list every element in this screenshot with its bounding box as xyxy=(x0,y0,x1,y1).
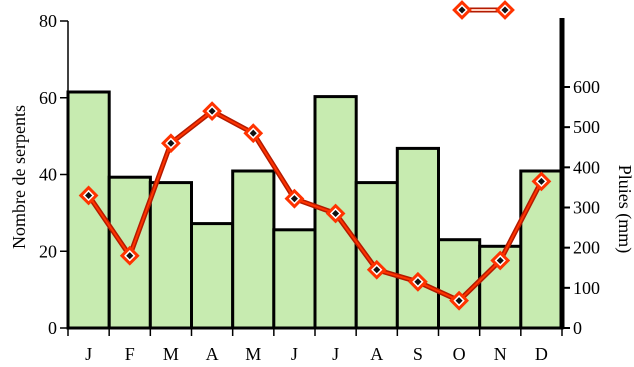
legend-marker-0 xyxy=(452,0,472,20)
rainfall-point-5 xyxy=(284,188,305,209)
rainfall-point-7 xyxy=(366,259,387,280)
y-right-tick-label-3: 300 xyxy=(573,198,600,218)
x-tick-label-4: M xyxy=(245,344,261,364)
x-tick-label-6: J xyxy=(332,344,339,364)
bar-0 xyxy=(66,90,111,330)
legend-marker-1 xyxy=(495,0,515,20)
y-right-tick-label-2: 200 xyxy=(573,238,600,258)
x-tick-label-0: J xyxy=(85,344,92,364)
y-axis-right-title: Pluies (mm) xyxy=(614,165,634,254)
y-right-tick-label-0: 0 xyxy=(573,318,582,338)
bar-8 xyxy=(395,146,440,330)
rainfall-point-11 xyxy=(531,171,552,192)
rainfall-point-8 xyxy=(408,271,428,292)
rainfall-point-2 xyxy=(161,133,181,154)
rainfall-point-1 xyxy=(119,245,140,266)
y-left-tick-label-4: 80 xyxy=(39,11,57,31)
y-left-tick-label-3: 60 xyxy=(39,88,57,108)
legend xyxy=(452,0,515,20)
rainfall-point-3 xyxy=(202,101,222,121)
y-right-tick-label-6: 600 xyxy=(573,77,600,97)
x-tick-label-9: O xyxy=(453,344,466,364)
axes-layer: 0 20 40 60 80 0 100 200 300 400 500 600 J F M A M J J A S O N D xyxy=(39,11,600,364)
x-tick-label-2: M xyxy=(163,344,179,364)
x-tick-label-3: A xyxy=(206,344,219,364)
x-tick-label-1: F xyxy=(125,344,135,364)
bar-4 xyxy=(231,169,276,330)
bar-11 xyxy=(519,169,564,330)
x-tick-label-7: A xyxy=(370,344,383,364)
bars-layer xyxy=(66,90,564,330)
y-axis-left-title: Nombre de serpents xyxy=(9,105,29,249)
rainfall-point-4 xyxy=(243,123,264,144)
y-right-tick-label-5: 500 xyxy=(573,117,600,137)
y-left-tick-label-1: 20 xyxy=(39,241,57,261)
y-left-tick-label-0: 0 xyxy=(48,318,57,338)
x-tick-label-5: J xyxy=(291,344,298,364)
rainfall-point-9 xyxy=(449,290,469,311)
x-tick-label-10: N xyxy=(494,344,507,364)
bar-5 xyxy=(272,228,317,330)
rainfall-line xyxy=(87,110,543,302)
x-tick-label-11: D xyxy=(535,344,548,364)
y-right-tick-label-1: 100 xyxy=(573,278,600,298)
bar-3 xyxy=(190,222,235,330)
y-right-tick-label-4: 400 xyxy=(573,157,600,177)
bar-7 xyxy=(354,181,399,330)
line-layer xyxy=(78,101,552,311)
rainfall-point-0 xyxy=(78,185,99,206)
y-left-tick-label-2: 40 xyxy=(39,165,57,185)
bar-2 xyxy=(148,181,194,330)
rainfall-point-10 xyxy=(490,250,511,271)
x-tick-label-8: S xyxy=(413,344,423,364)
rainfall-point-6 xyxy=(325,203,346,224)
